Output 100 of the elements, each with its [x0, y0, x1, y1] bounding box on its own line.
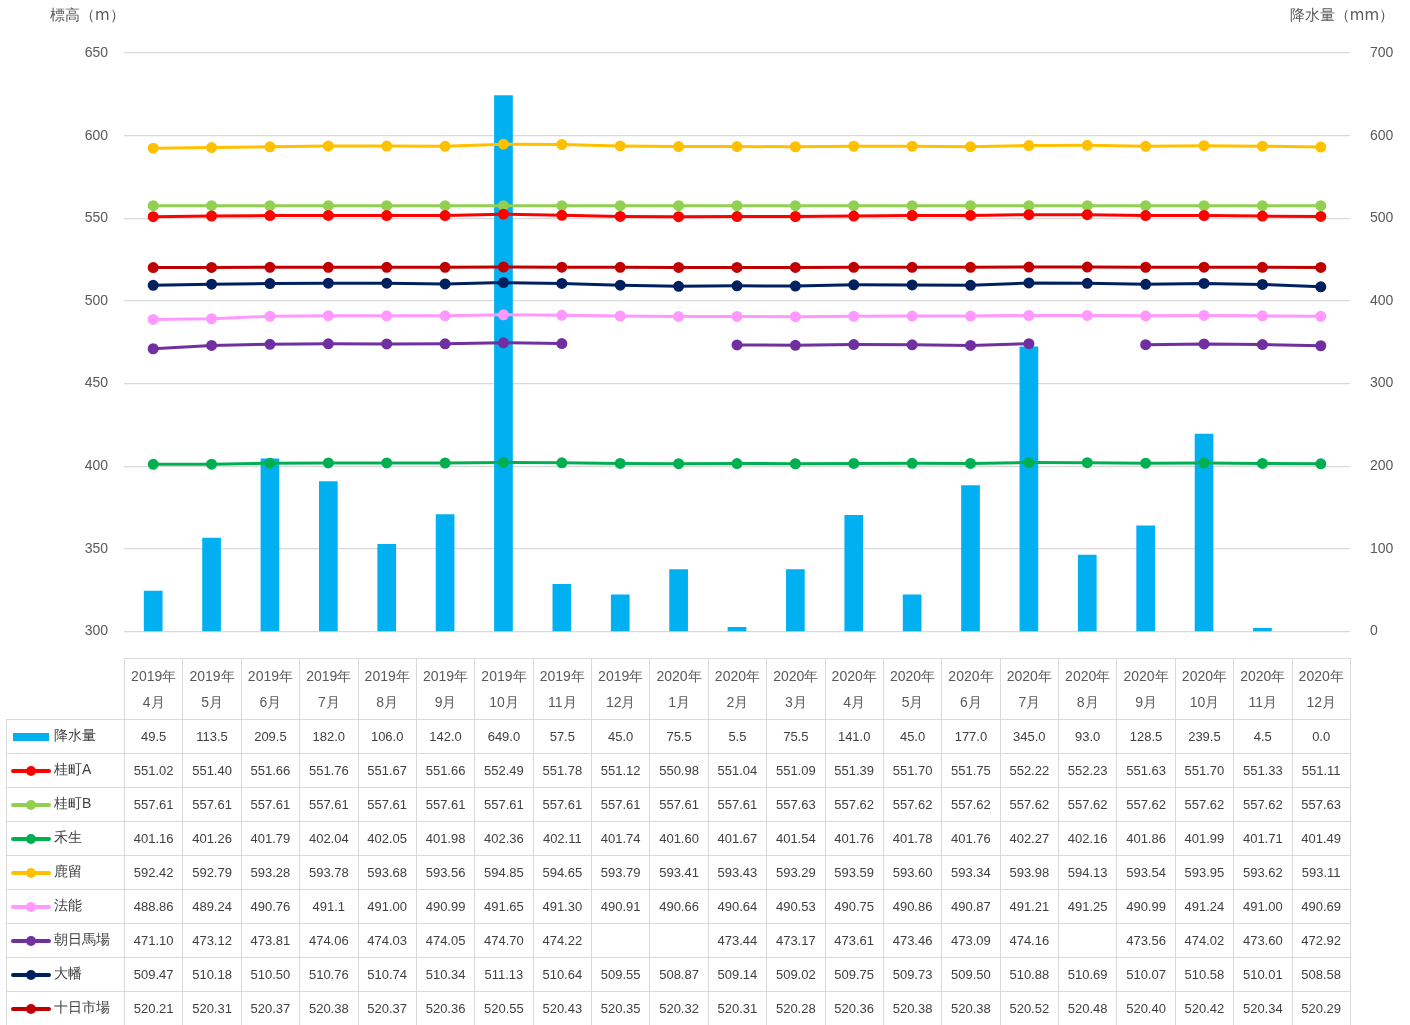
point: [439, 278, 451, 290]
point: [206, 458, 218, 470]
point: [1023, 261, 1035, 273]
point: [322, 200, 334, 212]
y-tick-label: 650: [84, 43, 109, 60]
point: [556, 261, 568, 273]
y2-axis-title: 降水量（mm）: [1289, 6, 1394, 25]
data-label: 45.0: [883, 719, 942, 754]
point: [439, 261, 451, 273]
data-label: 474.02: [1175, 923, 1234, 958]
data-label: 520.38: [299, 991, 358, 1025]
data-label: 557.61: [591, 787, 650, 822]
x-tick-label: 2020年6月: [941, 658, 1001, 720]
point: [381, 140, 393, 152]
point: [206, 313, 218, 325]
point: [848, 140, 860, 152]
point: [965, 279, 977, 291]
point: [1315, 310, 1327, 322]
point: [1198, 338, 1210, 350]
x-tick-label: 2020年4月: [825, 658, 884, 720]
x-tick-label: 2020年5月: [883, 658, 942, 720]
point: [965, 457, 977, 469]
point: [1023, 140, 1035, 152]
point: [731, 310, 743, 322]
point: [906, 457, 918, 469]
point: [1023, 310, 1035, 321]
x-tick-label: 2020年3月: [766, 658, 825, 720]
bar: [669, 569, 688, 632]
point: [673, 261, 685, 273]
data-label: 474.22: [533, 923, 592, 958]
data-label: 520.43: [533, 991, 592, 1025]
point: [673, 310, 685, 322]
x-tick-label: 2020年7月: [1000, 658, 1059, 720]
data-label: 520.40: [1116, 991, 1176, 1025]
point: [1023, 338, 1035, 350]
point: [1256, 457, 1268, 469]
data-label: 491.30: [533, 889, 592, 924]
point: [1140, 457, 1152, 469]
data-label: 557.62: [1116, 787, 1176, 822]
data-label: 593.56: [416, 855, 475, 890]
y-tick-label: 500: [84, 291, 109, 308]
data-label: 557.61: [241, 787, 300, 822]
data-label: 508.87: [649, 957, 709, 992]
data-label: 401.60: [649, 821, 709, 856]
point: [789, 339, 801, 351]
data-label: 474.70: [474, 923, 534, 958]
data-label: 551.04: [708, 753, 767, 788]
legend-label: 禾生: [54, 829, 82, 846]
point: [731, 200, 743, 212]
point: [614, 457, 626, 469]
data-label: 510.76: [299, 957, 358, 992]
point: [1081, 277, 1093, 289]
data-label: 490.86: [883, 889, 942, 924]
point: [264, 278, 276, 290]
data-label: 557.63: [766, 787, 825, 822]
data-label: 551.40: [182, 753, 242, 788]
data-label: 551.12: [591, 753, 650, 788]
data-label: 345.0: [1000, 719, 1059, 754]
data-label: 401.78: [883, 821, 942, 856]
point: [556, 139, 568, 150]
y-tick-label: 400: [84, 457, 109, 474]
point: [206, 278, 218, 290]
bar: [786, 569, 805, 632]
bar: [552, 584, 572, 632]
point: [1081, 139, 1093, 151]
data-label: 520.34: [1233, 991, 1292, 1025]
data-label: 557.62: [941, 787, 1001, 822]
data-label: 401.71: [1233, 821, 1292, 856]
bar: [377, 543, 397, 632]
point: [614, 261, 626, 273]
data-label: 557.62: [1058, 787, 1117, 822]
point: [1081, 309, 1093, 321]
bar: [143, 590, 163, 632]
data-label: 557.62: [1175, 787, 1234, 822]
data-label: 557.62: [1000, 787, 1059, 822]
bar: [202, 537, 221, 632]
point: [264, 457, 276, 469]
point: [1140, 278, 1152, 290]
point: [381, 261, 393, 273]
point: [1256, 278, 1268, 290]
data-label: 520.36: [416, 991, 475, 1025]
point: [1315, 210, 1327, 222]
point: [381, 200, 393, 212]
data-label: 551.75: [941, 753, 1001, 788]
point: [264, 200, 276, 212]
data-label: 510.74: [358, 957, 417, 992]
data-label: 509.14: [708, 957, 767, 992]
point: [1198, 309, 1210, 321]
point: [1140, 140, 1152, 152]
point: [264, 338, 276, 350]
legend-label: 大幡: [54, 965, 82, 982]
data-label: 557.61: [533, 787, 592, 822]
point: [1315, 261, 1327, 273]
point: [1256, 210, 1268, 222]
data-label: 509.50: [941, 957, 1001, 992]
data-label: 402.27: [1000, 821, 1059, 856]
point: [1315, 458, 1327, 470]
x-tick-label: 2019年6月: [241, 658, 300, 720]
data-label: 557.61: [358, 787, 417, 822]
data-label: 473.12: [182, 923, 242, 958]
